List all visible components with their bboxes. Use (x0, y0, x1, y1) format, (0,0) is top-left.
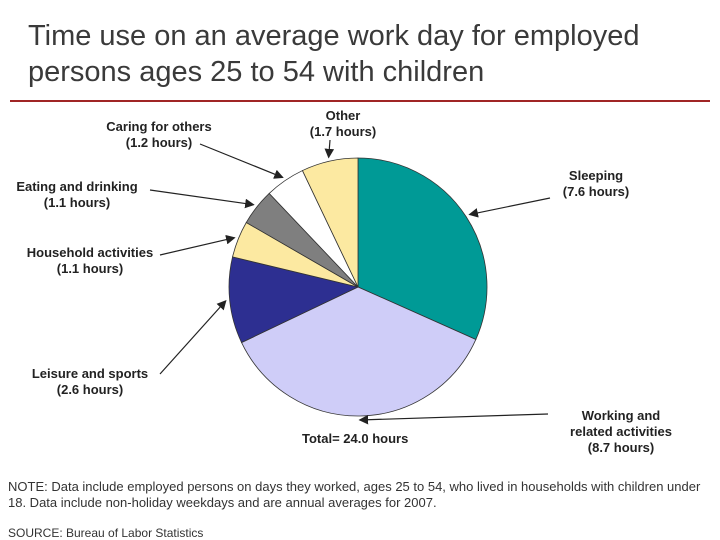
label-working: Working and related activities (8.7 hour… (548, 408, 694, 456)
chart-title: Time use on an average work day for empl… (28, 18, 708, 90)
source-note: SOURCE: Bureau of Labor Statistics (8, 526, 204, 540)
label-caring-name: Caring for others (106, 119, 212, 134)
label-leisure-value: (2.6 hours) (56, 382, 124, 397)
label-caring: Caring for others (1.2 hours) (96, 119, 222, 151)
label-leisure: Leisure and sports (2.6 hours) (18, 366, 162, 398)
label-eating-name: Eating and drinking (16, 179, 138, 194)
label-other-name: Other (325, 108, 361, 123)
label-working-line-2: related activities (570, 424, 672, 439)
label-eating: Eating and drinking (1.1 hours) (6, 179, 148, 211)
leader-arrow-leisure (159, 300, 227, 375)
label-other: Other (1.7 hours) (300, 108, 386, 140)
label-caring-value: (1.2 hours) (125, 135, 193, 150)
label-eating-value: (1.1 hours) (43, 195, 111, 210)
label-sleeping-name: Sleeping (568, 168, 624, 183)
label-household-value: (1.1 hours) (56, 261, 124, 276)
label-working-value: (8.7 hours) (587, 440, 655, 455)
leader-arrow-working (358, 413, 549, 425)
label-sleeping-value: (7.6 hours) (562, 184, 630, 199)
title-divider (10, 100, 710, 102)
leader-arrow-sleeping (468, 197, 551, 218)
label-leisure-name: Leisure and sports (31, 366, 149, 381)
leader-arrow-caring (199, 143, 284, 179)
label-household: Household activities (1.1 hours) (18, 245, 162, 277)
pie-slice-sleeping (357, 157, 488, 340)
leader-arrow-household (159, 234, 236, 256)
leader-arrow-eating (149, 189, 255, 209)
total-label: Total= 24.0 hours (302, 431, 409, 446)
chart-title-line-1: Time use on an average work day for empl… (28, 20, 640, 52)
label-household-name: Household activities (26, 245, 154, 260)
chart-title-line-2: persons ages 25 to 54 with children (28, 56, 485, 88)
pie-slice-other (301, 157, 359, 288)
label-sleeping: Sleeping (7.6 hours) (546, 168, 646, 200)
footnote: NOTE: Data include employed persons on d… (8, 479, 701, 510)
label-other-value: (1.7 hours) (309, 124, 377, 139)
leader-arrow-other (324, 139, 335, 159)
label-working-line-1: Working and (581, 408, 661, 423)
pie-slice-leisure (228, 256, 360, 344)
